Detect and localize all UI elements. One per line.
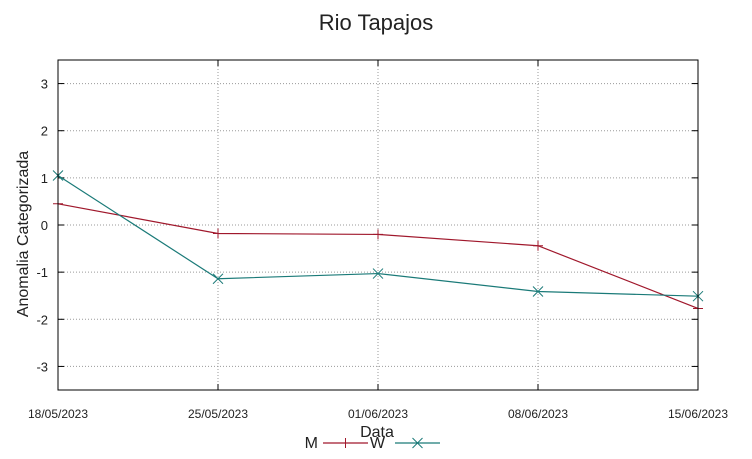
x-tick-label: 25/05/2023 <box>188 407 248 421</box>
legend-label: M <box>305 435 318 452</box>
tick-labels: 3 2 1 0 -1 -2 -3 18/05/2023 25/05/2023 01/06/2023… <box>28 77 728 421</box>
y-tick-label: 0 <box>41 218 48 233</box>
data-point-W <box>212 273 224 285</box>
x-tick-label: 15/06/2023 <box>668 407 728 421</box>
legend-label: W <box>370 435 386 452</box>
plot-frame <box>57 59 699 391</box>
y-tick-label: 1 <box>41 171 48 186</box>
series-layer <box>52 170 704 314</box>
x-tick-label: 01/06/2023 <box>348 407 408 421</box>
data-point-W <box>372 268 384 279</box>
data-point-W <box>532 286 544 297</box>
y-tick-label: -1 <box>36 265 48 280</box>
x-axis-label: Data <box>360 424 394 441</box>
y-axis-label: Anomalia Categorizada <box>15 151 32 317</box>
x-tick-label: 08/06/2023 <box>508 407 568 421</box>
y-tick-label: -2 <box>36 312 48 327</box>
legend-marker <box>412 437 423 449</box>
data-point-M <box>373 229 383 240</box>
grid <box>57 60 699 390</box>
data-point-M <box>533 240 543 251</box>
data-point-M <box>213 228 223 239</box>
y-tick-label: 3 <box>41 77 48 92</box>
chart-title: Rio Tapajos <box>319 10 434 35</box>
y-tick-label: -3 <box>36 359 48 374</box>
x-tick-label: 18/05/2023 <box>28 407 88 421</box>
legend-marker <box>340 438 351 448</box>
y-tick-label: 2 <box>41 124 48 139</box>
